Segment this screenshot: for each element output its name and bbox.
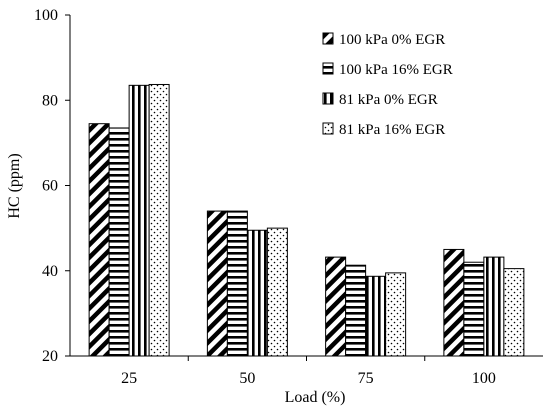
legend-label: 81 kPa 16% EGR [339, 122, 445, 138]
x-tick-label: 25 [121, 370, 137, 387]
x-tick-label: 100 [472, 370, 496, 387]
y-tick-label: 60 [42, 178, 58, 195]
bar [443, 248, 465, 357]
legend-swatch [322, 62, 334, 75]
bar [88, 123, 110, 357]
legend-label: 100 kPa 0% EGR [339, 32, 445, 48]
bar [108, 127, 130, 357]
legend: 100 kPa 0% EGR 100 kPa 16% EGR 81 kPa 0% E… [322, 32, 453, 138]
bar [148, 83, 170, 357]
bar [325, 256, 347, 357]
bar [345, 264, 367, 357]
y-axis: 20 40 60 80 100 [34, 7, 70, 365]
legend-label: 81 kPa 0% EGR [339, 92, 438, 108]
legend-swatch [322, 32, 334, 45]
legend-swatch [322, 122, 334, 135]
bar [463, 261, 485, 357]
bar [246, 229, 268, 357]
x-axis: 25 50 75 100 [121, 356, 496, 387]
bar [503, 268, 525, 357]
x-tick-label: 75 [358, 370, 374, 387]
bar [128, 84, 150, 357]
x-tick-label: 50 [239, 370, 255, 387]
bar [266, 227, 288, 357]
y-tick-label: 100 [34, 7, 58, 24]
bar [365, 275, 387, 357]
y-tick-label: 80 [42, 92, 58, 109]
legend-swatch [322, 92, 334, 105]
bar [483, 256, 505, 357]
bars [88, 83, 525, 357]
bar [226, 210, 248, 357]
x-axis-title: Load (%) [285, 389, 346, 406]
y-axis-title: HC (ppm) [6, 153, 23, 218]
legend-label: 100 kPa 16% EGR [339, 62, 453, 78]
bar [385, 272, 407, 357]
bar [206, 210, 228, 357]
y-tick-label: 40 [42, 263, 58, 280]
y-tick-label: 20 [42, 348, 58, 365]
